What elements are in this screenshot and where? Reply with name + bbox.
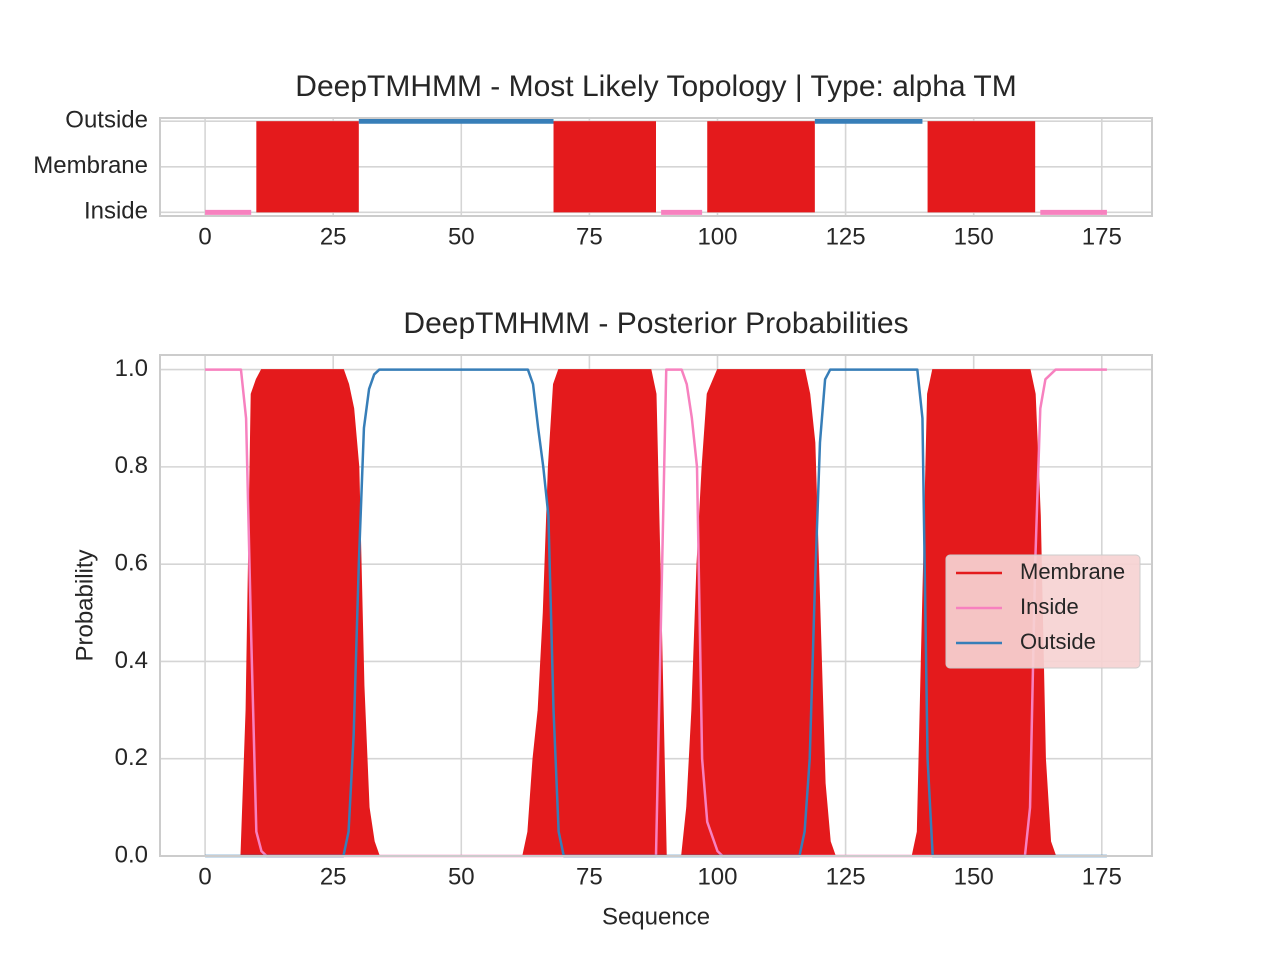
membrane-region: [256, 121, 359, 213]
probability-line: [205, 368, 1107, 858]
y-tick-label: 0.8: [115, 452, 148, 479]
chart-title: DeepTMHMM - Posterior Probabilities: [403, 307, 908, 340]
x-tick-label: 175: [1082, 863, 1122, 890]
x-tick-label: 0: [198, 863, 211, 890]
x-tick-label: 25: [320, 863, 347, 890]
legend: Membrane Inside Outside: [945, 554, 1141, 669]
axes: 0 25 50 75 100 125 150 175 Inside Membrane Outside…: [33, 70, 1153, 250]
y-tick-label: 0.2: [115, 744, 148, 771]
legend-frame: [945, 554, 1141, 669]
axes-frame: [159, 354, 1153, 857]
x-tick-label: 100: [697, 863, 737, 890]
y-tick-label: 0.0: [115, 841, 148, 868]
y-tick-label: Inside: [84, 198, 148, 225]
legend-label: Outside: [1020, 629, 1096, 654]
y-tick-label: 0.6: [115, 549, 148, 576]
x-tick-label: 125: [826, 863, 866, 890]
x-tick-label: 125: [826, 223, 866, 250]
y-tick-label: 0.4: [115, 647, 148, 674]
x-tick-label: 75: [576, 223, 603, 250]
legend-label: Inside: [1020, 594, 1079, 619]
x-tick-label: 150: [954, 863, 994, 890]
x-tick-label: 175: [1082, 223, 1122, 250]
chart-title: DeepTMHMM - Most Likely Topology | Type:…: [295, 70, 1016, 103]
x-tick-label: 50: [448, 223, 475, 250]
legend-label: Membrane: [1020, 559, 1125, 584]
membrane-region: [927, 121, 1036, 213]
x-tick-label: 75: [576, 863, 603, 890]
x-tick-label: 25: [320, 223, 347, 250]
x-tick-label: 0: [198, 223, 211, 250]
membrane-region: [553, 121, 656, 213]
y-axis-label: Probability: [71, 549, 98, 661]
membrane-region: [707, 121, 815, 213]
axes: 0 25 50 75 100 125 150 175 0.0 0.2 0.4 0.6 0.8 1.0 Dee…: [71, 307, 1153, 930]
x-tick-label: 100: [697, 223, 737, 250]
y-tick-label: Membrane: [33, 152, 148, 179]
x-axis-label: Sequence: [602, 903, 710, 930]
x-tick-label: 150: [954, 223, 994, 250]
y-tick-label: Outside: [65, 107, 148, 134]
x-tick-label: 50: [448, 863, 475, 890]
axes-frame: [159, 117, 1153, 217]
y-tick-label: 1.0: [115, 355, 148, 382]
